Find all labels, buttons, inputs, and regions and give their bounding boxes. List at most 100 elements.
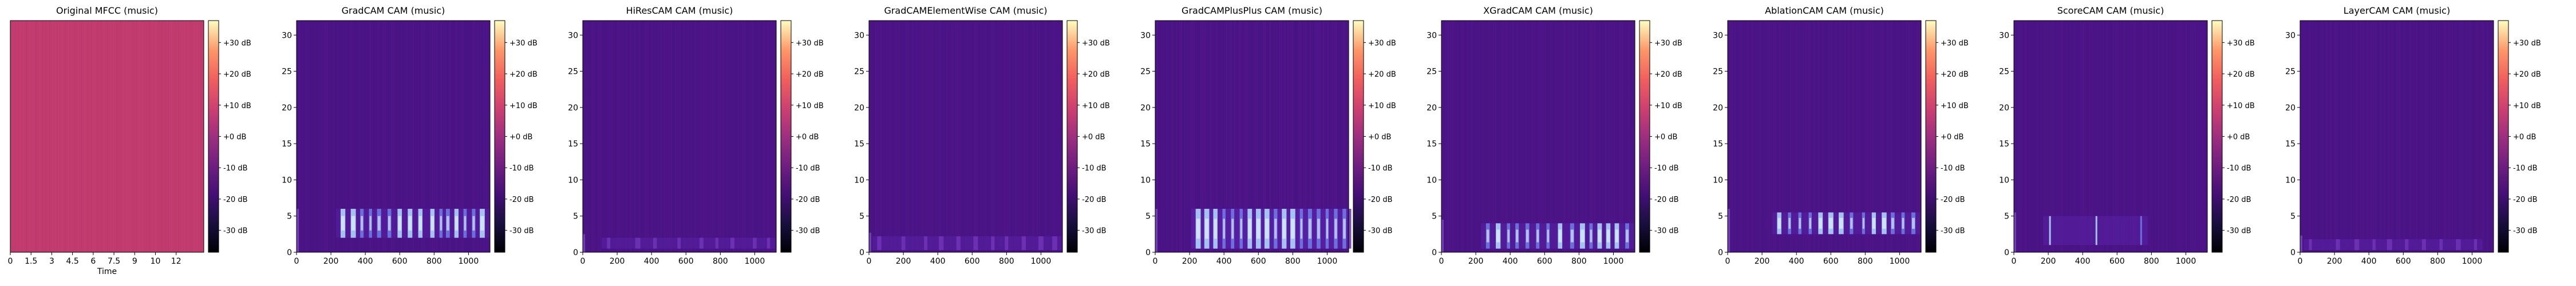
heatmap-streak	[447, 21, 449, 252]
colorbar-tick-label: -30 dB	[509, 227, 534, 236]
edge-artifact	[583, 234, 585, 252]
heatmap-streak	[1581, 21, 1583, 252]
colorbar-tick-label: +30 dB	[1654, 39, 1682, 47]
y-tick-label: 5	[1718, 212, 1723, 221]
panel-title: AblationCAM CAM (music)	[1765, 5, 1884, 16]
activation-hotspot	[730, 237, 734, 249]
heatmap-streak	[1469, 21, 1471, 252]
activation-core	[1308, 219, 1311, 239]
heatmap-streak	[442, 21, 444, 252]
heatmap-streak	[2451, 21, 2452, 252]
colorbar-tick-label: +10 dB	[223, 102, 251, 110]
activation-core	[1902, 217, 1905, 229]
heatmap-streak	[970, 21, 971, 252]
activation-hotspot	[2095, 216, 2097, 245]
heatmap-streak	[2044, 21, 2045, 252]
activation-hotspot	[2405, 239, 2409, 251]
heatmap-streak	[1555, 21, 1557, 252]
heatmap-streak	[1240, 21, 1242, 252]
heatmap-streak	[963, 21, 965, 252]
heatmap-streak	[699, 21, 700, 252]
heatmap-streak	[2424, 21, 2427, 252]
heatmap-streak	[177, 21, 179, 252]
heatmap-streak	[1471, 21, 1473, 252]
heatmap-streak	[989, 21, 990, 252]
heatmap-streak	[2020, 21, 2022, 252]
heatmap-streak	[1531, 21, 1533, 252]
heatmap-streak	[1530, 21, 1531, 252]
heatmap-streak	[2306, 21, 2308, 252]
heatmap-streak	[136, 21, 137, 252]
x-tick-label: 0	[8, 257, 13, 266]
heatmap-streak	[1605, 21, 1606, 252]
colorbar-tick-label: +0 dB	[509, 133, 532, 142]
activation-hotspot	[877, 236, 882, 251]
heatmap-streak	[750, 21, 752, 252]
colorbar-tick-label: -10 dB	[2227, 164, 2251, 173]
heatmap-streak	[2491, 21, 2493, 252]
activation-core	[418, 216, 422, 231]
activation-hotspot	[715, 237, 718, 249]
heatmap-streak	[1484, 21, 1486, 252]
heatmap-streak	[432, 21, 433, 252]
heatmap-streak	[1880, 21, 1882, 252]
heatmap-streak	[1297, 21, 1298, 252]
heatmap-streak	[1800, 21, 1802, 252]
heatmap-streak	[757, 21, 758, 252]
y-tick-label: 0	[2004, 248, 2009, 257]
colorbar-tick-label: -20 dB	[2227, 196, 2251, 204]
edge-artifact	[869, 232, 871, 252]
x-tick-label: 800	[2144, 257, 2159, 266]
heatmap-streak	[1822, 21, 1824, 252]
heatmap-streak	[1628, 21, 1630, 252]
y-tick-label: 15	[1140, 140, 1151, 149]
activation-core	[1799, 217, 1801, 229]
heatmap-streak	[352, 21, 354, 252]
heatmap-streak	[1295, 21, 1297, 252]
heatmap-streak	[907, 21, 909, 252]
heatmap-streak	[2324, 21, 2325, 252]
x-tick-label: 0	[1439, 257, 1444, 266]
heatmap-streak	[1488, 21, 1490, 252]
heatmap-streak	[1865, 21, 1867, 252]
heatmap-streak	[1523, 21, 1524, 252]
colorbar-tick-label: -30 dB	[2227, 227, 2251, 236]
activation-core	[351, 216, 355, 231]
heatmap-streak	[2205, 21, 2206, 252]
heatmap-streak	[600, 21, 602, 252]
heatmap-streak	[436, 21, 438, 252]
activation-core	[1872, 217, 1876, 229]
heatmap-streak	[1749, 21, 1751, 252]
heatmap-streak	[1313, 21, 1314, 252]
heatmap-streak	[1268, 21, 1269, 252]
heatmap-streak	[384, 21, 386, 252]
heatmap-streak	[1867, 21, 1869, 252]
colorbar-tick-label: +20 dB	[1654, 70, 1682, 79]
y-tick-label: 25	[568, 67, 578, 77]
x-tick-label: 600	[1251, 257, 1266, 266]
heatmap-streak	[429, 21, 432, 252]
heatmap-streak	[1056, 21, 1057, 252]
heatmap-streak	[2087, 21, 2088, 252]
heatmap-streak	[1047, 21, 1049, 252]
x-tick-label: 600	[965, 257, 980, 266]
heatmap-streak	[1172, 21, 1174, 252]
heatmap-streak	[2347, 21, 2349, 252]
heatmap-streak	[2138, 21, 2140, 252]
colorbar-tick-label: -10 dB	[796, 164, 820, 173]
heatmap-streak	[718, 21, 720, 252]
heatmap-streak	[1041, 21, 1042, 252]
axes-frame	[2300, 20, 2494, 253]
heatmap-streak	[1314, 21, 1316, 252]
colorbar-tick-label: -20 dB	[1082, 196, 1107, 204]
heatmap-streak	[2151, 21, 2153, 252]
heatmap-streak	[1192, 21, 1194, 252]
y-tick-label: 10	[1140, 176, 1151, 185]
activation-core	[1248, 219, 1252, 239]
heatmap-streak	[1028, 21, 1029, 252]
heatmap-streak	[733, 21, 735, 252]
colorbar-tick-label: +0 dB	[1368, 133, 1391, 142]
heatmap-streak	[1347, 21, 1348, 252]
activation-core	[1615, 229, 1619, 243]
heatmap-streak	[918, 21, 919, 252]
